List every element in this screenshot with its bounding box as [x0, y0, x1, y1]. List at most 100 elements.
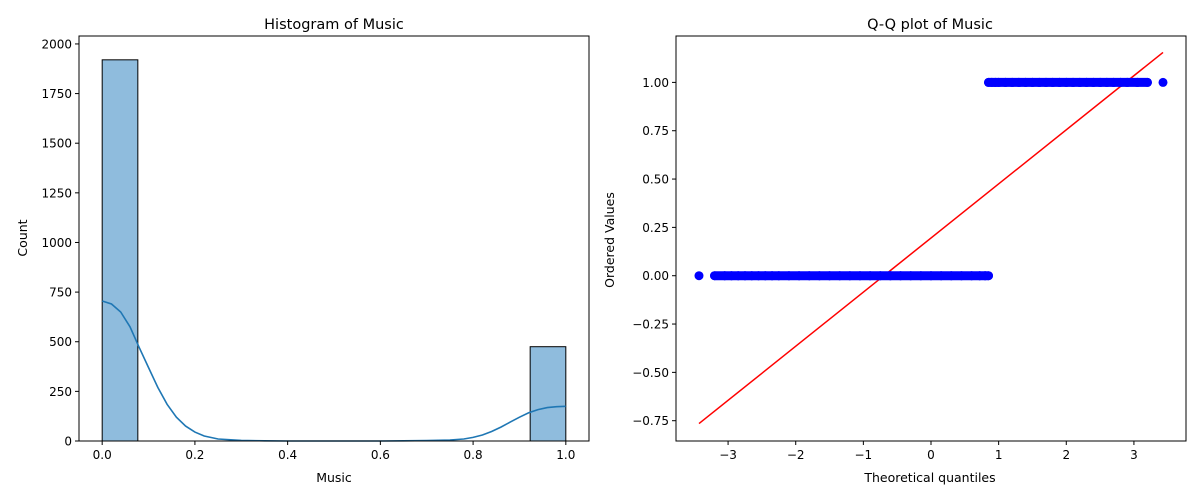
qq-point [875, 271, 885, 281]
qq-point [747, 271, 757, 281]
qq-point [1102, 77, 1112, 87]
qq-ytick-label: −0.50 [632, 366, 669, 380]
hist-ytick-label: 0 [64, 435, 72, 449]
hist-kde-line [101, 300, 566, 442]
qq-points [694, 77, 1168, 281]
qq-point [1082, 77, 1092, 87]
qq-point [1027, 77, 1037, 87]
qq-xtick-label: 3 [1130, 448, 1138, 462]
qq-point [885, 271, 895, 281]
qq-point [855, 271, 865, 281]
hist-ytick-label: 250 [49, 385, 72, 399]
qq-point [1007, 77, 1017, 87]
hist-xtick-label: 0.4 [278, 448, 297, 462]
qq-xticks: −3 −2 −1 0 1 2 3 [719, 441, 1138, 462]
qq-point [1075, 77, 1085, 87]
qq-point [1109, 77, 1119, 87]
qq-point [994, 77, 1004, 87]
hist-ytick-label: 1000 [41, 236, 72, 250]
qq-point [1021, 77, 1031, 87]
qq-point [1115, 77, 1125, 87]
hist-ylabel: Count [15, 219, 30, 256]
qq-point [1158, 77, 1168, 87]
qq-point [956, 271, 966, 281]
qq-xtick-label: −2 [787, 448, 805, 462]
qq-point [814, 271, 824, 281]
qq-ytick-label: −0.25 [632, 318, 669, 332]
qq-point [926, 271, 936, 281]
qq-ytick-label: 0.25 [642, 221, 669, 235]
qq-point [1000, 77, 1010, 87]
qq-point [1048, 77, 1058, 87]
qq-point [825, 271, 835, 281]
qq-point [804, 271, 814, 281]
hist-title: Histogram of Music [264, 17, 404, 33]
hist-xtick-label: 0.6 [371, 448, 390, 462]
qq-point [733, 271, 743, 281]
qq-point [784, 271, 794, 281]
qq-point [774, 271, 784, 281]
qq-point [916, 271, 926, 281]
qq-point [767, 271, 777, 281]
qq-point [835, 271, 845, 281]
hist-xtick-label: 0.8 [464, 448, 483, 462]
hist-xtick-label: 0.2 [185, 448, 204, 462]
hist-bars [101, 59, 567, 442]
hist-kde [101, 300, 566, 442]
qq-point [794, 271, 804, 281]
qq-point [1061, 77, 1071, 87]
qq-point [720, 271, 730, 281]
qq-point [1142, 77, 1152, 87]
qq-point [845, 271, 855, 281]
qq-ytick-label: 0.50 [642, 173, 669, 187]
qq-point [906, 271, 916, 281]
qq-xtick-label: 0 [927, 448, 935, 462]
qq-ytick-label: 0.75 [642, 124, 669, 138]
qq-fit-line-group [698, 51, 1164, 425]
hist-ytick-label: 750 [49, 286, 72, 300]
qq-point [896, 271, 906, 281]
hist-ytick-label: 1500 [41, 137, 72, 151]
qq-ytick-label: 0.00 [642, 269, 669, 283]
qq-point [740, 271, 750, 281]
qq-point [936, 271, 946, 281]
qq-yticks: −0.75 −0.50 −0.25 0.00 0.25 0.50 0.75 1.00 [632, 76, 676, 428]
hist-xtick-label: 1.0 [556, 448, 575, 462]
qq-point [1014, 77, 1024, 87]
qq-point [946, 271, 956, 281]
qq-point [726, 271, 736, 281]
qq-ytick-label: −0.75 [632, 414, 669, 428]
qq-xtick-label: −1 [855, 448, 873, 462]
hist-ytick-label: 1750 [41, 87, 72, 101]
hist-ytick-label: 500 [49, 335, 72, 349]
qq-point [1088, 77, 1098, 87]
qq-xlabel: Theoretical quantiles [863, 470, 995, 485]
qq-point [1034, 77, 1044, 87]
qq-point [1055, 77, 1065, 87]
hist-xtick-label: 0.0 [93, 448, 112, 462]
qq-fit-line [698, 51, 1164, 425]
qq-point [694, 271, 704, 281]
qq-point [1041, 77, 1051, 87]
qq-xtick-label: −3 [719, 448, 737, 462]
hist-ytick-label: 2000 [41, 37, 72, 51]
qq-point [760, 271, 770, 281]
hist-ytick-label: 1250 [41, 186, 72, 200]
hist-xlabel: Music [316, 470, 352, 485]
qq-point [865, 271, 875, 281]
qq-point [983, 271, 993, 281]
qq-xtick-label: 2 [1062, 448, 1070, 462]
qq-point [754, 271, 764, 281]
qq-point [1068, 77, 1078, 87]
qq-ylabel: Ordered Values [602, 192, 617, 288]
qq-ytick-label: 1.00 [642, 76, 669, 90]
qq-title: Q-Q plot of Music [867, 17, 993, 33]
hist-bar [101, 59, 139, 442]
qq-point [1122, 77, 1132, 87]
qq-xtick-label: 1 [995, 448, 1003, 462]
qq-point [1095, 77, 1105, 87]
histogram-panel: Histogram of Music 0.0 0.2 0.4 0.6 0.8 1.0 0 2… [15, 17, 590, 485]
qq-point [710, 271, 720, 281]
qq-panel: Q-Q plot of Music −3 −2 −1 0 1 2 3 −0.75−0.50−… [602, 17, 1187, 485]
